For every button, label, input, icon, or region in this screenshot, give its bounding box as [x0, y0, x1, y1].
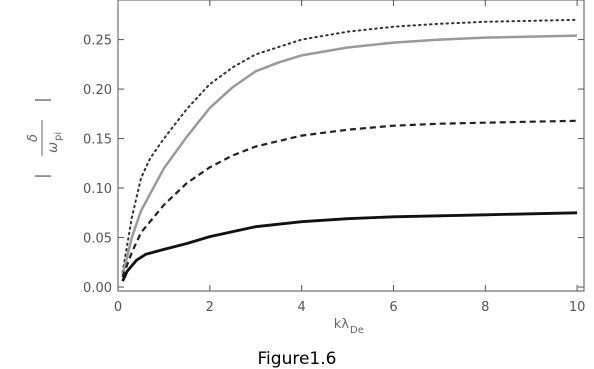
x-axis-title: kλ De — [334, 317, 364, 336]
y-tick-label: 0.05 — [83, 232, 112, 247]
series-line-4 — [121, 211, 578, 282]
x-tick-label: 4 — [298, 300, 306, 315]
y-axis-bar-right: | — [32, 97, 51, 102]
y-tick-label: 0.10 — [83, 182, 112, 197]
y-tick-label: 0.15 — [83, 133, 112, 148]
x-axis-title-base: kλ — [334, 317, 350, 332]
y-axis-denominator: ω — [46, 142, 61, 153]
y-tick-label: 0.00 — [83, 281, 112, 296]
x-tick-label: 8 — [481, 300, 489, 315]
x-tick-label: 10 — [569, 300, 586, 315]
x-tick-label: 2 — [206, 300, 214, 315]
y-axis-numerator: δ — [26, 134, 41, 142]
plot-frame — [117, 0, 585, 292]
x-tick-label: 0 — [114, 300, 122, 315]
series-line-2 — [121, 34, 578, 276]
figure-caption: Figure1.6 — [257, 349, 337, 369]
y-axis-denominator-sub: pi — [53, 132, 64, 141]
series-line-1 — [121, 18, 579, 274]
y-axis-bar-left: | — [32, 173, 51, 178]
series-line-3 — [121, 119, 578, 278]
y-axis-title: | δ ω pi | — [26, 97, 64, 178]
y-tick-label: 0.25 — [83, 34, 112, 49]
x-axis-title-sub: De — [350, 325, 364, 336]
y-tick-label: 0.20 — [83, 83, 112, 98]
x-tick-label: 6 — [389, 300, 397, 315]
